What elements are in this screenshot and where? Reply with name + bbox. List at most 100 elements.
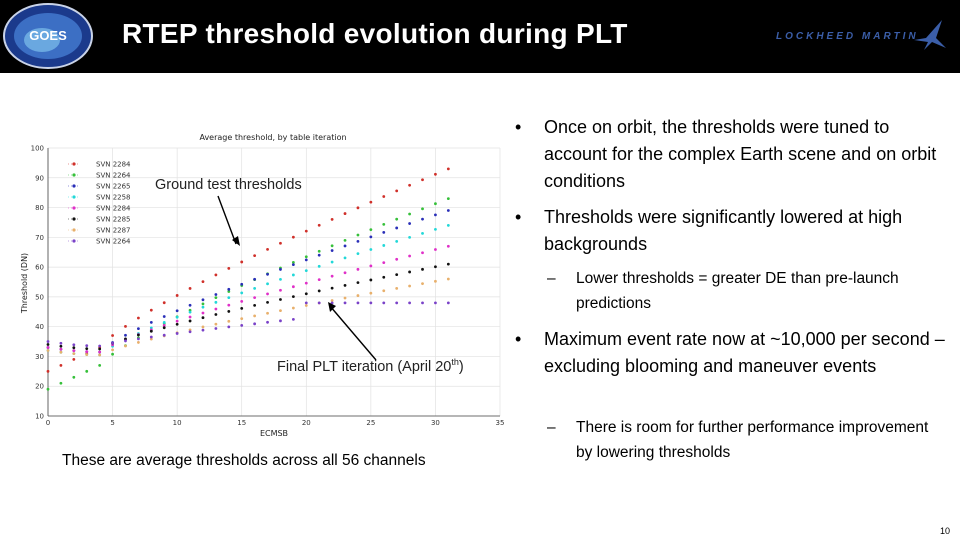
data-point [343, 271, 347, 275]
data-point [291, 285, 295, 289]
data-point [137, 327, 140, 331]
data-point [72, 346, 76, 350]
data-point [201, 305, 205, 309]
legend-label: SVN 2287 [96, 227, 131, 235]
data-point [343, 296, 347, 300]
data-series [46, 301, 450, 348]
y-tick-label: 100 [31, 145, 44, 153]
data-point [343, 301, 347, 305]
data-point [72, 352, 76, 356]
final-plt-annotation-main: Final PLT iteration (April 20 [277, 358, 452, 375]
data-point [266, 292, 269, 296]
bullet-text: Once on orbit, the thresholds were tuned… [544, 117, 937, 191]
y-tick-label: 20 [35, 383, 44, 391]
goes-logo-text: GOES [29, 28, 67, 43]
ground-test-annotation: Ground test thresholds [155, 177, 302, 193]
data-point [356, 239, 360, 243]
data-point [214, 327, 218, 330]
slide-title: RTEP threshold evolution during PLT [122, 18, 628, 49]
chart-data-layer [46, 167, 450, 391]
data-point [201, 280, 205, 284]
y-tick-label: 10 [35, 413, 44, 421]
data-point [304, 229, 308, 233]
data-point [408, 222, 411, 225]
data-point [46, 369, 50, 373]
slide-header: GOES RTEP threshold evolution during PLT… [0, 0, 960, 73]
data-point [46, 343, 50, 346]
data-point [59, 347, 63, 351]
bullet-marker: • [515, 329, 522, 349]
data-point [317, 301, 321, 305]
data-point [434, 279, 437, 283]
data-point [240, 291, 244, 295]
data-point [149, 308, 153, 312]
data-point [330, 249, 334, 252]
data-point [137, 341, 140, 344]
data-point [434, 202, 437, 206]
data-point [46, 349, 50, 352]
data-point [111, 348, 114, 352]
data-point [395, 286, 399, 290]
final-arrow [329, 305, 377, 361]
sub-bullet-text: Lower thresholds = greater DE than pre-l… [576, 270, 899, 312]
data-point [356, 267, 360, 271]
data-point [124, 339, 127, 343]
data-point [227, 266, 231, 270]
data-point [304, 255, 308, 259]
data-point [356, 206, 360, 210]
final-plt-annotation-sup: th [451, 357, 459, 367]
data-point [72, 343, 76, 347]
data-point [227, 287, 231, 291]
data-point [421, 301, 424, 305]
data-point [201, 325, 205, 329]
data-point [304, 304, 308, 307]
data-point [369, 278, 373, 282]
data-point [59, 350, 63, 354]
data-point [382, 195, 386, 198]
data-point [175, 315, 179, 319]
data-point [421, 178, 424, 182]
data-point [201, 298, 205, 302]
sub-bullet-marker: – [547, 270, 556, 287]
data-point [408, 235, 411, 239]
data-point [434, 301, 437, 305]
data-point [188, 330, 192, 334]
data-point [369, 264, 373, 268]
data-point [382, 301, 386, 305]
data-point [291, 317, 295, 321]
bullet-marker: • [515, 207, 522, 227]
data-point [111, 352, 114, 356]
data-point [434, 248, 437, 251]
data-point [214, 273, 218, 277]
data-point [175, 319, 179, 323]
data-point [85, 369, 89, 373]
data-point [253, 277, 257, 281]
data-point [266, 247, 269, 251]
data-point [291, 306, 295, 310]
data-point [111, 334, 114, 337]
data-point [304, 301, 308, 305]
data-point [240, 282, 244, 286]
data-point [214, 296, 218, 300]
data-point [421, 282, 424, 286]
data-point [343, 244, 347, 248]
lockheed-martin-logo-text: LOCKHEED MARTIN [776, 31, 919, 42]
data-point [279, 268, 282, 271]
data-point [175, 294, 179, 297]
data-point [279, 319, 282, 323]
chart-legend: SVN 2284 SVN 2264 SVN 2265 SVN 2258 SVN 2284… [68, 161, 131, 246]
data-point [214, 322, 218, 326]
data-point [85, 353, 89, 357]
data-point [291, 273, 295, 277]
data-point [382, 223, 386, 226]
data-point [408, 284, 411, 288]
data-point [227, 325, 231, 329]
data-series [46, 277, 450, 357]
data-point [317, 249, 321, 253]
data-point [46, 346, 50, 349]
legend-label: SVN 2264 [96, 172, 131, 180]
data-point [266, 320, 269, 324]
y-tick-label: 50 [35, 293, 44, 301]
final-plt-annotation: Final PLT iteration (April 20th) [277, 357, 464, 375]
data-point [240, 260, 244, 264]
